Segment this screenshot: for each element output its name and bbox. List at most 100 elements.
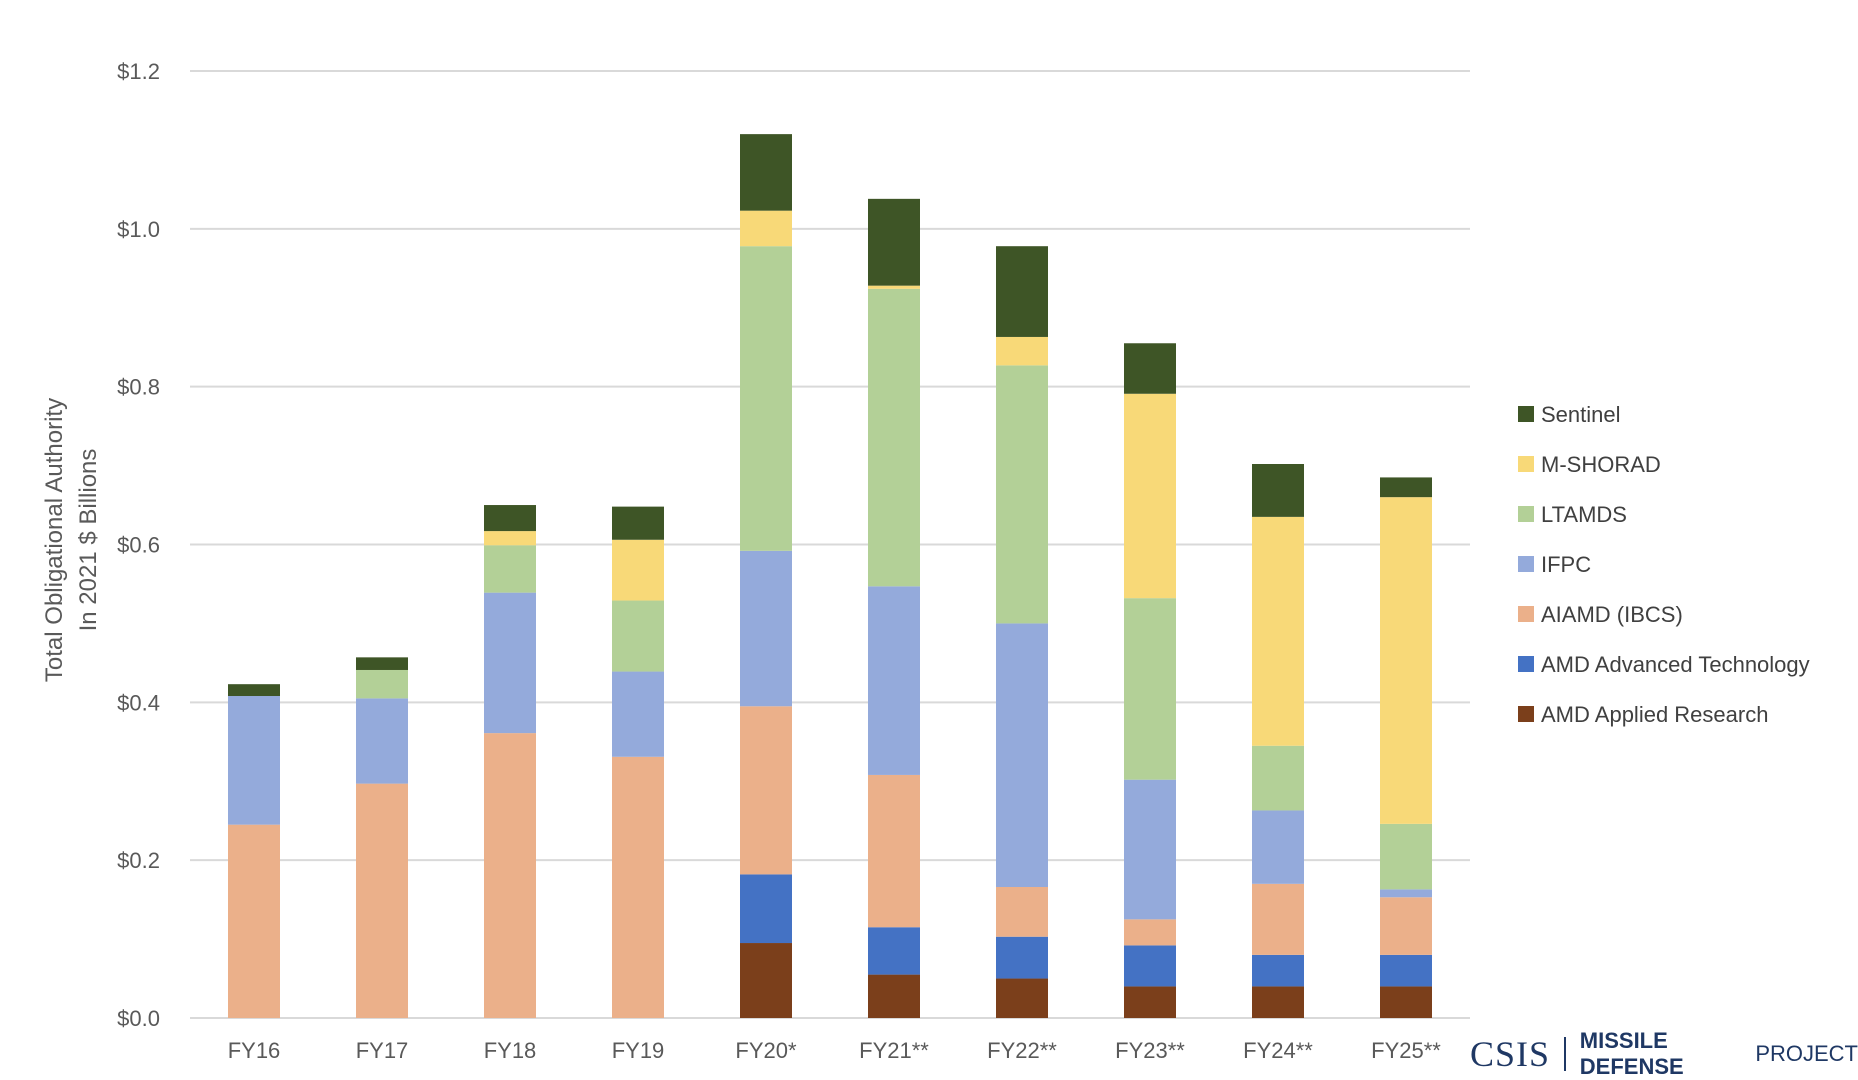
bar-segment — [740, 943, 792, 1018]
x-axis-ticks: FY16 FY17 FY18 FY19 FY20* FY21** FY22** FY23** F… — [228, 1038, 1442, 1063]
bar-segment — [996, 978, 1048, 1018]
bar-segment — [868, 586, 920, 775]
bar-segment — [612, 539, 664, 601]
y-tick-label: $0.0 — [117, 1006, 160, 1031]
bar-segment — [356, 657, 408, 670]
bar-segment — [1124, 343, 1176, 394]
bar-segment — [868, 285, 920, 289]
legend-label: Sentinel — [1541, 402, 1621, 427]
bar-segment — [1252, 810, 1304, 884]
y-axis-ticks: $0.0 $0.2 $0.4 $0.6 $0.8 $1.0 $1.2 — [117, 59, 160, 1031]
bar-segment — [1380, 477, 1432, 498]
legend-label: AMD Applied Research — [1541, 702, 1768, 727]
bar-segment — [996, 886, 1048, 937]
bar-segment — [996, 365, 1048, 624]
x-tick-label: FY16 — [228, 1038, 281, 1063]
bar-segment — [1252, 745, 1304, 811]
legend-label: M-SHORAD — [1541, 452, 1661, 477]
x-tick-label: FY17 — [356, 1038, 409, 1063]
legend-label: IFPC — [1541, 552, 1591, 577]
bar-segment — [996, 623, 1048, 887]
bar-segment — [1252, 516, 1304, 746]
bar-segment — [612, 756, 664, 1018]
x-tick-label: FY22** — [987, 1038, 1057, 1063]
bar-segment — [228, 696, 280, 825]
bar-segment — [484, 733, 536, 1018]
bar-segment — [356, 698, 408, 784]
bar-segment — [740, 134, 792, 211]
bar-segment — [612, 671, 664, 757]
bar-segment — [868, 288, 920, 587]
legend-swatch — [1518, 556, 1534, 572]
bars — [228, 134, 1432, 1018]
bar-segment — [356, 669, 408, 699]
legend-swatch — [1518, 656, 1534, 672]
x-tick-label: FY23** — [1115, 1038, 1185, 1063]
bar-segment — [996, 336, 1048, 366]
y-axis-title-line2: In 2021 $ Billions — [75, 449, 102, 632]
y-tick-label: $0.2 — [117, 848, 160, 873]
bar-segment — [1380, 497, 1432, 824]
y-axis-title: Total Obligational Authority In 2021 $ B… — [41, 398, 102, 682]
legend-swatch — [1518, 406, 1534, 422]
bar-segment — [612, 600, 664, 672]
bar-segment — [1252, 986, 1304, 1018]
x-tick-label: FY21** — [859, 1038, 929, 1063]
y-tick-label: $1.2 — [117, 59, 160, 84]
legend-swatch — [1518, 706, 1534, 722]
bar-segment — [868, 927, 920, 975]
x-tick-label: FY19 — [612, 1038, 665, 1063]
legend-label: AIAMD (IBCS) — [1541, 602, 1683, 627]
bar-segment — [740, 706, 792, 875]
y-tick-label: $0.4 — [117, 690, 160, 715]
bar-segment — [1252, 464, 1304, 517]
bar-segment — [1252, 883, 1304, 955]
bar-segment — [996, 246, 1048, 337]
bar-segment — [228, 824, 280, 1018]
bar-segment — [484, 505, 536, 532]
bar-segment — [868, 198, 920, 286]
logo-divider — [1564, 1037, 1566, 1071]
bar-segment — [1252, 954, 1304, 987]
bar-segment — [1124, 986, 1176, 1018]
legend-label: LTAMDS — [1541, 502, 1627, 527]
x-tick-label: FY18 — [484, 1038, 537, 1063]
csis-logo-text: CSIS — [1470, 1034, 1551, 1074]
bar-segment — [1380, 897, 1432, 955]
bar-segment — [868, 774, 920, 928]
legend-label: AMD Advanced Technology — [1541, 652, 1810, 677]
bar-segment — [740, 210, 792, 247]
bar-segment — [1124, 945, 1176, 987]
csis-missile-defense-logo: CSIS MISSILE DEFENSE PROJECT — [1470, 1028, 1858, 1079]
bar-segment — [356, 783, 408, 1018]
bar-segment — [1124, 393, 1176, 599]
bar-segment — [868, 974, 920, 1018]
legend-swatch — [1518, 606, 1534, 622]
project-name-light: PROJECT — [1755, 1041, 1858, 1066]
bar-segment — [996, 936, 1048, 979]
legend: Sentinel M-SHORAD LTAMDS IFPC AIAMD (IBCS) AM… — [1518, 402, 1810, 727]
bar-segment — [1380, 823, 1432, 890]
bar-segment — [1380, 889, 1432, 898]
y-axis-title-line1: Total Obligational Authority — [41, 398, 68, 682]
bar-segment — [740, 550, 792, 707]
legend-swatch — [1518, 506, 1534, 522]
bar-segment — [740, 874, 792, 944]
y-tick-label: $1.0 — [117, 217, 160, 242]
x-tick-label: FY25** — [1371, 1038, 1441, 1063]
bar-segment — [740, 246, 792, 551]
project-name-bold: MISSILE DEFENSE — [1579, 1028, 1684, 1079]
bar-segment — [1124, 779, 1176, 920]
y-tick-label: $0.6 — [117, 533, 160, 558]
bar-segment — [1124, 598, 1176, 780]
y-tick-label: $0.8 — [117, 375, 160, 400]
bar-segment — [484, 531, 536, 546]
bar-segment — [1124, 919, 1176, 946]
bar-segment — [612, 506, 664, 540]
bar-segment — [484, 545, 536, 593]
bar-segment — [228, 684, 280, 697]
legend-swatch — [1518, 456, 1534, 472]
bar-segment — [484, 592, 536, 734]
x-tick-label: FY20* — [735, 1038, 797, 1063]
